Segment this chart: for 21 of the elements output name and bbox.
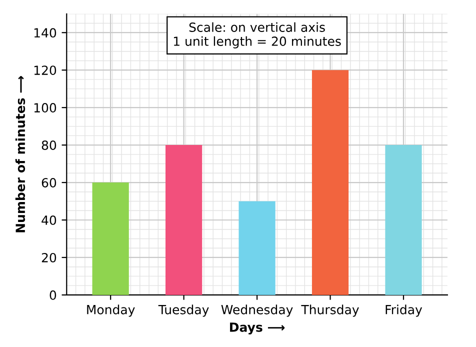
bar xyxy=(238,201,276,295)
y-tick-label: 140 xyxy=(34,28,56,38)
x-axis-title: Days ⟶ xyxy=(230,322,285,334)
y-tick-label: 20 xyxy=(42,252,56,262)
x-tick-label: Friday xyxy=(386,304,422,317)
y-tick-label: 60 xyxy=(42,178,56,188)
x-tick-label: Monday xyxy=(87,304,135,317)
y-axis-title: Number of minutes ⟶ xyxy=(15,76,26,232)
y-tick-label: 120 xyxy=(34,66,56,76)
bar xyxy=(92,182,129,295)
bar xyxy=(385,145,422,295)
bar xyxy=(166,145,202,295)
y-tick-label: 80 xyxy=(42,140,56,150)
y-tick-label: 100 xyxy=(34,103,56,112)
x-tick-label: Tuesday xyxy=(158,304,209,317)
x-tick-label: Thursday xyxy=(301,304,359,317)
y-tick-label: 40 xyxy=(42,215,56,225)
annotation: Scale: on vertical axis 1 unit length = 20 minutes xyxy=(174,22,341,48)
y-tick-label: 0 xyxy=(50,290,56,300)
bar xyxy=(312,70,349,295)
x-tick-label: Wednesday xyxy=(221,304,293,317)
